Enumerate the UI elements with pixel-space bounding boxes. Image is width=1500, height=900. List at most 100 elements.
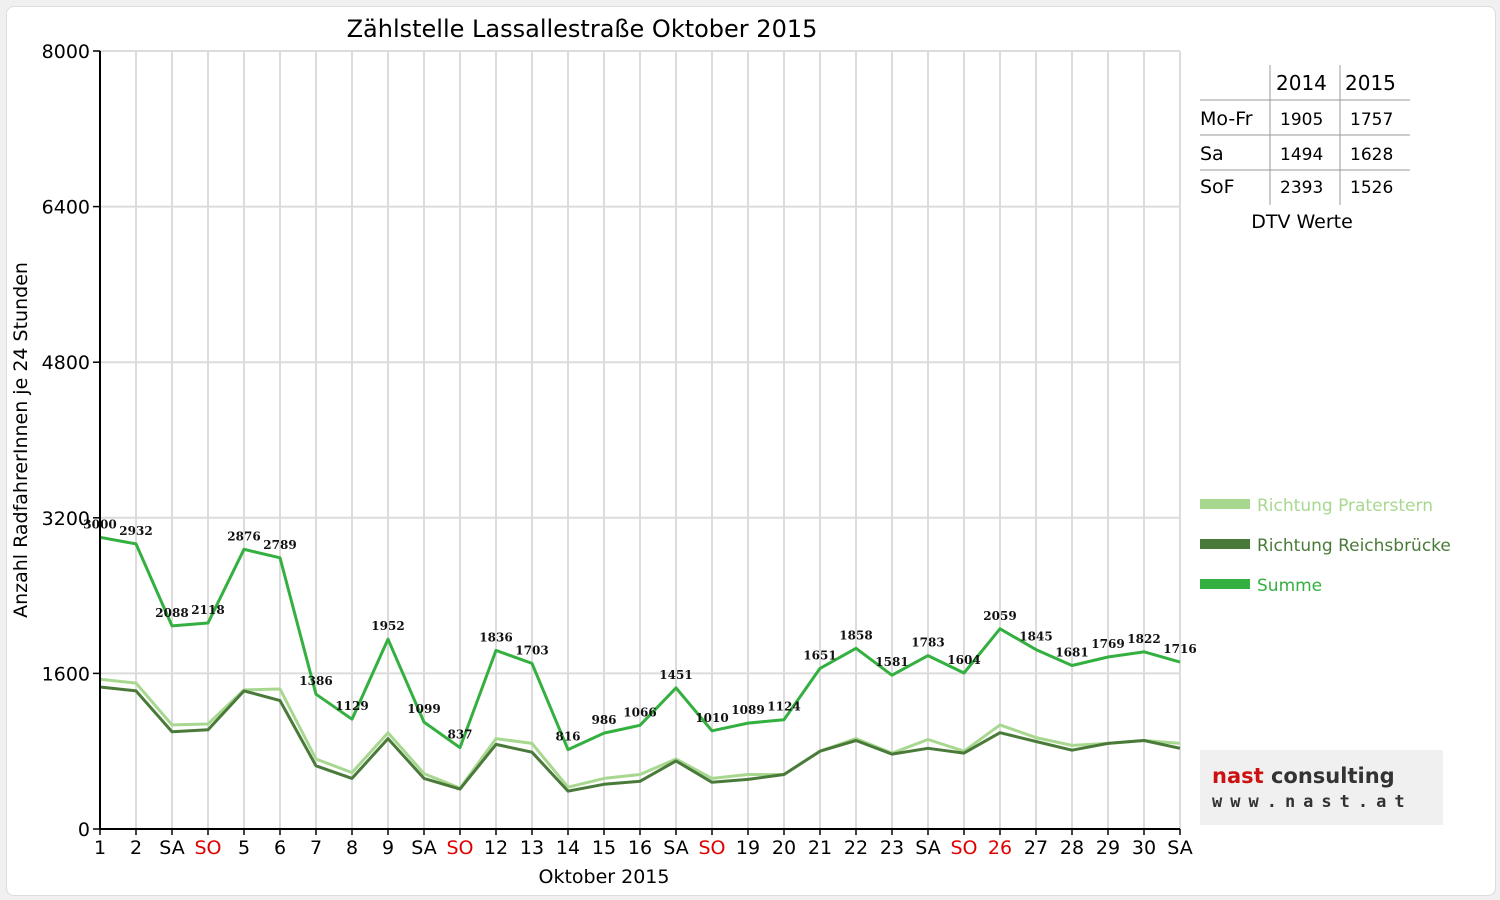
x-tick-label: SA	[1167, 837, 1192, 859]
data-label: 1836	[479, 630, 512, 644]
logo-url: www.nast.at	[1212, 792, 1413, 812]
x-tick-label: 8	[346, 837, 358, 859]
logo-brand-nast: nast	[1212, 764, 1264, 788]
dtv-header-2015: 2015	[1345, 71, 1396, 95]
data-label: 816	[555, 730, 580, 744]
data-label: 1716	[1163, 642, 1196, 656]
x-tick-label: 23	[880, 837, 904, 859]
series-line-1	[99, 685, 1181, 793]
dtv-cell: 2393	[1280, 178, 1323, 198]
x-tick-label: 5	[238, 837, 250, 859]
data-label: 1099	[407, 702, 440, 716]
data-label: 1124	[767, 700, 800, 714]
x-tick-label: 2	[130, 837, 142, 859]
data-label: 2059	[983, 609, 1016, 623]
data-label: 1845	[1019, 630, 1052, 644]
x-tick-label: 20	[772, 837, 796, 859]
chart-title: Zählstelle Lassallestraße Oktober 2015	[347, 15, 818, 43]
x-tick-label: 27	[1024, 837, 1048, 859]
data-label: 2118	[191, 603, 224, 617]
data-label: 1769	[1091, 637, 1124, 651]
chart-frame	[6, 6, 1496, 896]
data-label: 2876	[227, 529, 260, 543]
logo-brand-consulting: consulting	[1263, 764, 1395, 788]
data-label: 1604	[947, 653, 980, 667]
legend-label-reichsbruecke: Richtung Reichsbrücke	[1257, 536, 1451, 556]
x-tick-label: 12	[484, 837, 508, 859]
data-label: 1451	[659, 668, 692, 682]
x-tick-label: 21	[808, 837, 832, 859]
data-label: 1581	[875, 655, 908, 669]
x-tick-label: 6	[274, 837, 286, 859]
data-label: 1783	[911, 636, 944, 650]
data-label: 1822	[1127, 632, 1160, 646]
dtv-table: 2014 2015 Mo-Fr 1905 1757 Sa 1494 1628 S…	[1200, 65, 1410, 233]
x-tick-label: SO	[950, 837, 977, 859]
x-tick-label: SA	[411, 837, 436, 859]
grid	[100, 50, 1181, 829]
x-tick-label: 1	[94, 837, 106, 859]
x-axis-label: Oktober 2015	[539, 866, 670, 888]
x-tick-label: SO	[446, 837, 473, 859]
series-line-0	[99, 677, 1181, 790]
legend-swatch-praterstern	[1200, 499, 1250, 509]
series-lines	[99, 535, 1181, 793]
data-label: 1651	[803, 648, 836, 662]
legend-swatch-reichsbruecke	[1200, 539, 1250, 549]
y-tick-label: 8000	[42, 41, 90, 63]
data-label: 2088	[155, 606, 188, 620]
x-tick-label: 13	[520, 837, 544, 859]
data-label: 1386	[299, 674, 332, 688]
legend: Richtung Praterstern Richtung Reichsbrüc…	[1200, 496, 1451, 596]
data-labels: 3000293220882118287627891386112919521099…	[83, 517, 1196, 743]
legend-label-praterstern: Richtung Praterstern	[1257, 496, 1433, 516]
y-tick-label: 3200	[42, 508, 90, 530]
y-tick-label: 4800	[42, 352, 90, 374]
data-label: 1129	[335, 699, 368, 713]
dtv-caption: DTV Werte	[1251, 211, 1353, 233]
x-tick-label: 29	[1096, 837, 1120, 859]
y-tick-label: 0	[78, 819, 90, 841]
data-label: 837	[447, 728, 472, 742]
legend-swatch-summe	[1200, 579, 1250, 589]
dtv-row-label: Sa	[1200, 143, 1224, 165]
dtv-cell: 1526	[1350, 178, 1393, 198]
y-tick-label: 1600	[42, 663, 90, 685]
dtv-row-label: Mo-Fr	[1200, 108, 1253, 130]
dtv-cell: 1905	[1280, 110, 1323, 130]
data-label: 2932	[119, 524, 152, 538]
x-tick-label: 7	[310, 837, 322, 859]
x-tick-label: SA	[159, 837, 184, 859]
data-label: 1703	[515, 643, 548, 657]
x-tick-label: 30	[1132, 837, 1156, 859]
x-tick-label: 22	[844, 837, 868, 859]
data-label: 1089	[731, 703, 764, 717]
x-tick-label: SA	[915, 837, 940, 859]
x-tick-label: SO	[698, 837, 725, 859]
x-tick-label: SO	[194, 837, 221, 859]
x-tick-label: 14	[556, 837, 580, 859]
data-label: 1858	[839, 628, 872, 642]
data-label: 986	[591, 713, 616, 727]
x-tick-label: 15	[592, 837, 616, 859]
legend-label-summe: Summe	[1257, 576, 1322, 596]
dtv-header-2014: 2014	[1276, 71, 1327, 95]
x-tick-label: 26	[988, 837, 1012, 859]
y-tick-label: 6400	[42, 197, 90, 219]
series-line-2	[99, 535, 1181, 752]
nast-consulting-logo: nast consulting www.nast.at	[1200, 750, 1443, 825]
logo-brand: nast consulting	[1212, 764, 1395, 788]
y-axis-label: Anzahl RadfahrerInnen je 24 Stunden	[10, 262, 32, 618]
data-label: 2789	[263, 538, 296, 552]
x-tick-label: 16	[628, 837, 652, 859]
data-label: 1010	[695, 711, 728, 725]
x-tick-label: SA	[663, 837, 688, 859]
dtv-cell: 1628	[1350, 145, 1393, 165]
x-tick-label: 9	[382, 837, 394, 859]
data-label: 1952	[371, 619, 404, 633]
x-tick-label: 19	[736, 837, 760, 859]
data-label: 1066	[623, 705, 656, 719]
dtv-cell: 1494	[1280, 145, 1323, 165]
